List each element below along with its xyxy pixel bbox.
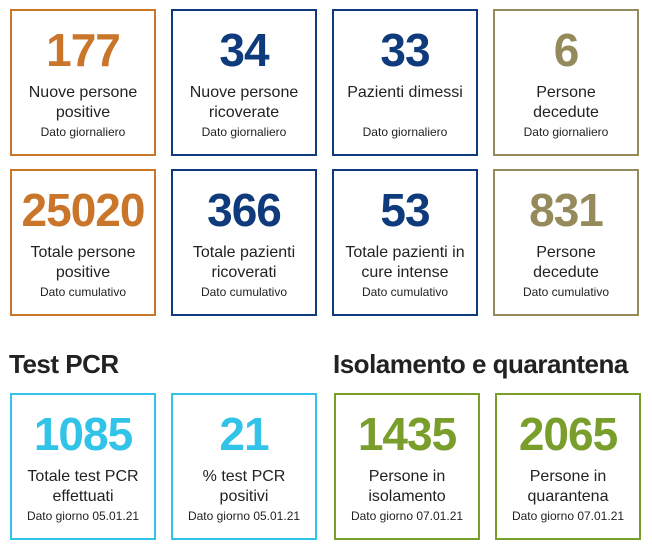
stat-label-line1: Persone — [536, 84, 596, 101]
stat-value: 33 — [380, 24, 430, 76]
stat-value: 831 — [529, 184, 604, 236]
stat-subtitle: Dato cumulativo — [361, 285, 449, 299]
stat-value: 25020 — [21, 184, 146, 236]
stat-value: 177 — [46, 24, 121, 76]
stat-label-line1: Persone in — [529, 468, 607, 485]
card-discharged: 33 Pazienti dimessi Dato giornaliero — [332, 9, 478, 156]
stat-subtitle: Dato giorno 07.01.21 — [350, 509, 464, 523]
card-total-intensive-care: 53 Totale pazienti in cure intense Dato … — [332, 169, 478, 316]
stat-label-line2: decedute — [533, 104, 599, 121]
stat-label: Persone decedute — [497, 243, 635, 283]
card-total-deceased: 831 Persone decedute Dato cumulativo — [493, 169, 639, 316]
card-quarantine: 2065 Persone in quarantena Dato giorno 0… — [495, 393, 641, 540]
stat-label-line2: positive — [55, 104, 111, 121]
stat-label-line1: Persone — [536, 244, 596, 261]
stat-label-line1: Totale pazienti — [192, 244, 296, 261]
stat-label-line2: positive — [55, 264, 111, 281]
stat-value: 6 — [553, 24, 580, 76]
stat-label-line1: Pazienti dimessi — [347, 84, 463, 101]
stat-value: 366 — [207, 184, 282, 236]
stat-subtitle: Dato giorno 05.01.21 — [187, 509, 301, 523]
card-new-hospitalized: 34 Nuove persone ricoverate Dato giornal… — [171, 9, 317, 156]
card-pcr-positive-percent: 21 % test PCR positivi Dato giorno 05.01… — [171, 393, 317, 540]
card-new-deceased: 6 Persone decedute Dato giornaliero — [493, 9, 639, 156]
stat-label-line1: Totale test PCR — [27, 468, 139, 485]
card-new-positive: 177 Nuove persone positive Dato giornali… — [10, 9, 156, 156]
section-title-pcr: Test PCR — [9, 349, 119, 379]
stat-subtitle: Dato giorno 07.01.21 — [511, 509, 625, 523]
stat-label: Totale pazienti ricoverati — [175, 243, 313, 283]
stat-label-line2: positivi — [219, 488, 269, 505]
stat-label: Persone in isolamento — [338, 467, 476, 507]
card-total-positive: 25020 Totale persone positive Dato cumul… — [10, 169, 156, 316]
stat-label-line2: ricoverate — [208, 104, 280, 121]
stat-label: Nuove persone ricoverate — [175, 83, 313, 123]
stat-label-line1: Totale pazienti in — [345, 244, 465, 261]
stat-label: Persone in quarantena — [499, 467, 637, 507]
stat-label: Nuove persone positive — [14, 83, 152, 123]
stat-value: 1435 — [357, 408, 457, 460]
stat-label-line1: Totale persone — [30, 244, 136, 261]
stat-label-line2: cure intense — [361, 264, 449, 281]
stat-subtitle: Dato cumulativo — [522, 285, 610, 299]
stat-value: 1085 — [33, 408, 133, 460]
section-title-isolation: Isolamento e quarantena — [333, 349, 628, 379]
stat-label-line2: decedute — [533, 264, 599, 281]
stat-subtitle: Dato giornaliero — [40, 125, 126, 139]
stat-label-line1: % test PCR — [202, 468, 286, 485]
stat-label: Totale test PCR effettuati — [14, 467, 152, 507]
stat-label: Totale pazienti in cure intense — [336, 243, 474, 283]
stat-value: 34 — [219, 24, 269, 76]
stat-label-line1: Nuove persone — [189, 84, 299, 101]
stat-value: 21 — [219, 408, 269, 460]
card-total-hospitalized: 366 Totale pazienti ricoverati Dato cumu… — [171, 169, 317, 316]
stat-subtitle: Dato giorno 05.01.21 — [26, 509, 140, 523]
stat-label-line1: Nuove persone — [28, 84, 138, 101]
stat-subtitle: Dato cumulativo — [39, 285, 127, 299]
stat-label: Pazienti dimessi — [336, 83, 474, 103]
stat-subtitle: Dato giornaliero — [201, 125, 287, 139]
stat-label-line2: ricoverati — [211, 264, 277, 281]
stat-subtitle: Dato giornaliero — [362, 125, 448, 139]
stat-label-line1: Persone in — [368, 468, 446, 485]
stat-label-line2: effettuati — [52, 488, 114, 505]
card-isolation: 1435 Persone in isolamento Dato giorno 0… — [334, 393, 480, 540]
card-total-pcr-tests: 1085 Totale test PCR effettuati Dato gio… — [10, 393, 156, 540]
stat-label-line2: quarantena — [527, 488, 609, 505]
stat-value: 53 — [380, 184, 430, 236]
stat-subtitle: Dato cumulativo — [200, 285, 288, 299]
stat-value: 2065 — [518, 408, 618, 460]
stat-label: Persone decedute — [497, 83, 635, 123]
stat-subtitle: Dato giornaliero — [523, 125, 609, 139]
stat-label-line2: isolamento — [368, 488, 446, 505]
stat-label: Totale persone positive — [14, 243, 152, 283]
stat-label: % test PCR positivi — [175, 467, 313, 507]
